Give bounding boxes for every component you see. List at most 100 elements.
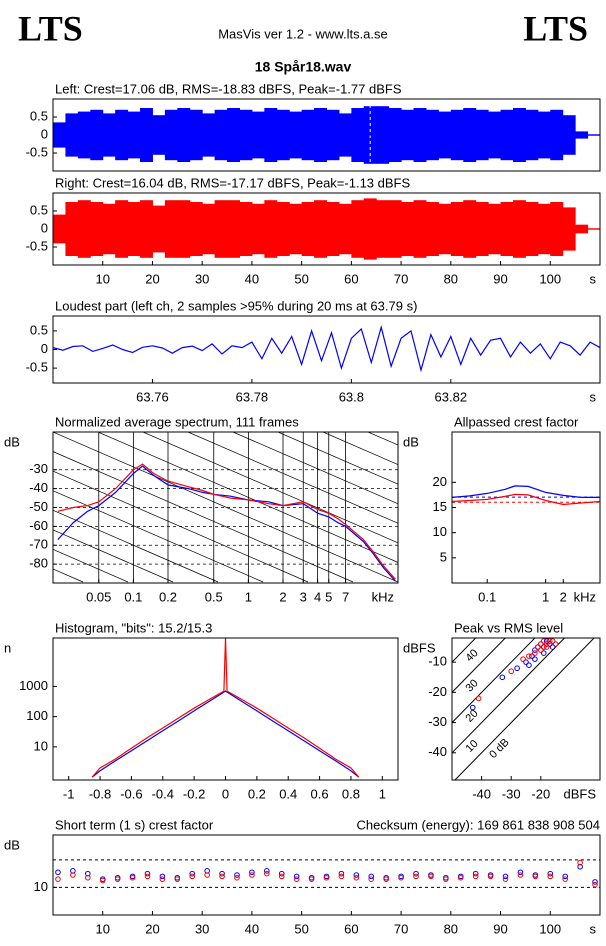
x-tick-label: 0.2 bbox=[248, 786, 266, 801]
series-line bbox=[452, 485, 600, 498]
point bbox=[592, 879, 598, 885]
point bbox=[189, 873, 196, 880]
x-unit: s bbox=[590, 271, 597, 286]
plot-frame bbox=[451, 637, 601, 781]
y-tick-label: -40 bbox=[428, 744, 447, 759]
level-diagonal bbox=[454, 638, 595, 780]
y-tick-label: -10 bbox=[428, 654, 447, 669]
plot-frame bbox=[52, 98, 601, 172]
point bbox=[508, 668, 515, 675]
point bbox=[443, 876, 449, 882]
point bbox=[323, 874, 330, 881]
point bbox=[475, 695, 482, 702]
diagonal-guide bbox=[142, 432, 398, 544]
x-tick-label: -0.2 bbox=[183, 786, 205, 801]
x-tick-label: 3 bbox=[300, 589, 307, 604]
point bbox=[546, 638, 553, 644]
point bbox=[219, 873, 225, 880]
plot-frame bbox=[52, 637, 399, 781]
x-tick-label: 40 bbox=[245, 271, 259, 286]
x-tick-label: 40 bbox=[245, 921, 259, 936]
y-tick-label: 0.5 bbox=[30, 322, 48, 337]
x-tick-label: 0.4 bbox=[279, 786, 297, 801]
x-tick-label: -40 bbox=[472, 786, 491, 801]
x-tick-label: 0.6 bbox=[311, 786, 329, 801]
point bbox=[114, 876, 121, 882]
point bbox=[234, 874, 240, 881]
point bbox=[520, 656, 526, 662]
panel-title: Peak vs RMS level bbox=[454, 620, 563, 635]
point bbox=[562, 876, 568, 882]
x-tick-label: 0.05 bbox=[86, 589, 111, 604]
x-tick-label: 0.8 bbox=[342, 786, 360, 801]
x-tick-label: 0.1 bbox=[478, 589, 496, 604]
x-tick-label: 70 bbox=[394, 921, 408, 936]
y-tick-label: 10 bbox=[433, 524, 447, 539]
y-tick-label: -0.5 bbox=[26, 360, 48, 375]
point bbox=[538, 647, 544, 653]
point bbox=[562, 873, 568, 880]
point bbox=[502, 876, 509, 882]
x-tick-label: 0 bbox=[222, 786, 229, 801]
y-tick-label: 0 bbox=[41, 220, 48, 235]
point bbox=[517, 869, 524, 876]
point bbox=[204, 872, 210, 878]
diagonal-guide bbox=[53, 509, 219, 583]
x-tick-label: -20 bbox=[531, 786, 550, 801]
point bbox=[159, 876, 166, 882]
x-tick-label: 10 bbox=[95, 921, 109, 936]
point bbox=[526, 653, 532, 659]
point bbox=[514, 665, 520, 672]
x-tick-label: 60 bbox=[344, 921, 358, 936]
x-tick-label: 0.1 bbox=[124, 589, 142, 604]
point bbox=[532, 650, 538, 656]
x-unit: s bbox=[590, 921, 597, 936]
series-line bbox=[91, 690, 360, 778]
x-tick-label: -0.6 bbox=[120, 786, 142, 801]
y-tick-label: 0 bbox=[41, 126, 48, 141]
diagonal-guide bbox=[53, 451, 354, 583]
x-tick-label: -0.4 bbox=[152, 786, 174, 801]
point bbox=[523, 659, 529, 665]
point bbox=[174, 876, 181, 882]
series-line bbox=[53, 324, 600, 373]
x-tick-label: 20 bbox=[145, 271, 159, 286]
point bbox=[549, 644, 556, 650]
plot-area bbox=[53, 324, 600, 373]
point bbox=[472, 873, 479, 880]
point bbox=[144, 870, 151, 877]
plot-frame bbox=[451, 431, 601, 584]
point bbox=[543, 641, 550, 647]
x-tick-label: 63.76 bbox=[136, 389, 169, 404]
point bbox=[502, 873, 509, 880]
point bbox=[264, 870, 270, 877]
point bbox=[368, 876, 375, 882]
diagonal-guide bbox=[187, 432, 398, 524]
file-name: 18 Spår18.wav bbox=[255, 59, 352, 75]
x-tick-label: 2 bbox=[560, 589, 567, 604]
point bbox=[55, 869, 61, 876]
x-tick-label: 1 bbox=[542, 589, 549, 604]
plot-frame bbox=[52, 834, 601, 916]
x-tick-label: 0.5 bbox=[205, 589, 223, 604]
x-tick-label: 7 bbox=[342, 589, 349, 604]
point bbox=[144, 873, 151, 880]
series-line bbox=[452, 493, 600, 506]
plot-frame bbox=[52, 431, 399, 584]
y-tick-label: 0.5 bbox=[30, 202, 48, 217]
point bbox=[308, 876, 315, 882]
x-unit: kHz bbox=[372, 589, 394, 604]
point bbox=[526, 662, 532, 668]
panel-title: Allpassed crest factor bbox=[454, 414, 579, 429]
x-tick-label: -1 bbox=[63, 786, 75, 801]
y-tick-label: 0 bbox=[41, 341, 48, 356]
point bbox=[499, 674, 506, 681]
y-tick-label: -20 bbox=[428, 684, 447, 699]
x-tick-label: 100 bbox=[539, 271, 561, 286]
y-tick-label: 1000 bbox=[19, 678, 48, 693]
plot-frame bbox=[52, 315, 601, 384]
diagonal-guide bbox=[53, 432, 398, 583]
y-tick-label: -70 bbox=[29, 537, 48, 552]
x-tick-label: 4 bbox=[314, 589, 321, 604]
point bbox=[219, 870, 225, 877]
